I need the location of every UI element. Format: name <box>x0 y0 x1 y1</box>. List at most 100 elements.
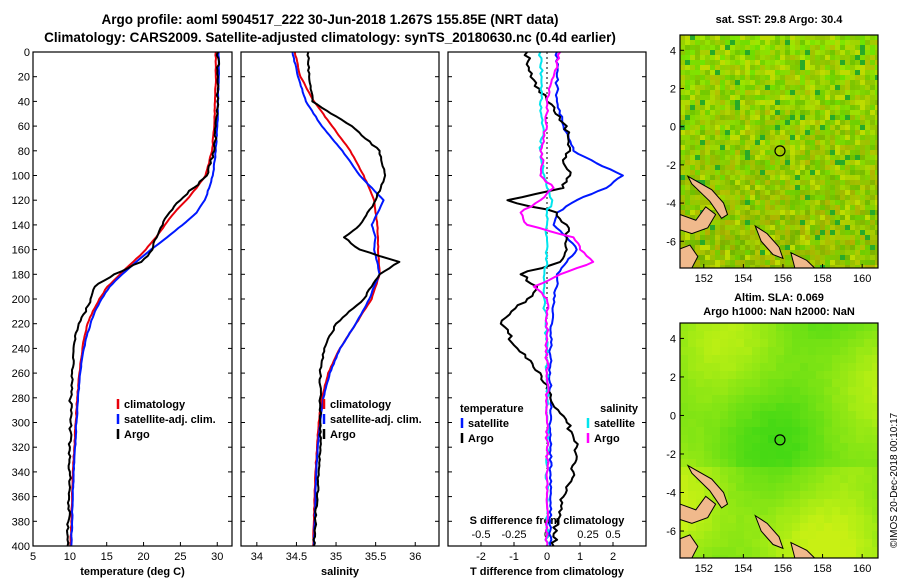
sst-cell <box>730 150 735 155</box>
sla-cell <box>824 507 832 515</box>
sla-cell <box>760 363 768 371</box>
sst-cell <box>820 45 825 50</box>
sst-cell <box>855 75 860 80</box>
sst-cell <box>785 140 790 145</box>
sst-cell <box>780 150 785 155</box>
sst-cell <box>795 245 800 250</box>
sst-cell <box>875 65 878 70</box>
sla-cell <box>760 555 768 558</box>
sst-cell <box>745 260 750 265</box>
sst-cell <box>760 35 765 40</box>
sst-cell <box>845 155 850 160</box>
sst-cell <box>730 45 735 50</box>
sst-cell <box>820 40 825 45</box>
sla-cell <box>848 371 856 379</box>
sst-cell <box>720 130 725 135</box>
sst-cell <box>750 180 755 185</box>
sla-cell <box>832 403 840 411</box>
sst-cell <box>765 225 770 230</box>
sst-cell <box>695 155 700 160</box>
sst-cell <box>720 85 725 90</box>
sst-cell <box>855 240 860 245</box>
sst-cell <box>780 130 785 135</box>
sla-cell <box>816 499 824 507</box>
sst-cell <box>760 115 765 120</box>
sst-cell <box>815 60 820 65</box>
sst-cell <box>840 190 845 195</box>
sst-cell <box>845 125 850 130</box>
sst-cell <box>705 40 710 45</box>
sst-cell <box>730 50 735 55</box>
sla-cell <box>848 443 856 451</box>
sst-cell <box>820 235 825 240</box>
sst-cell <box>845 165 850 170</box>
map-y-tick-label: -2 <box>666 449 676 461</box>
sla-cell <box>856 483 864 491</box>
sla-cell <box>688 363 696 371</box>
sla-cell <box>816 451 824 459</box>
sst-cell <box>795 95 800 100</box>
sla-cell <box>688 531 696 539</box>
map-x-tick-label: 156 <box>774 273 792 285</box>
sst-cell <box>695 110 700 115</box>
sst-cell <box>855 85 860 90</box>
sla-cell <box>760 371 768 379</box>
sla-cell <box>832 531 840 539</box>
x-tick-label: 1 <box>577 551 583 563</box>
sst-cell <box>800 190 805 195</box>
sst-cell <box>870 40 875 45</box>
sst-cell <box>825 155 830 160</box>
sla-cell <box>768 419 776 427</box>
sst-cell <box>680 50 685 55</box>
sst-cell <box>695 85 700 90</box>
sst-cell <box>750 225 755 230</box>
sla-cell <box>816 475 824 483</box>
sst-cell <box>720 230 725 235</box>
sst-cell <box>835 50 840 55</box>
sst-cell <box>725 195 730 200</box>
sst-cell <box>825 125 830 130</box>
sla-cell <box>696 363 704 371</box>
sst-cell <box>700 80 705 85</box>
figure-title-line1: Argo profile: aoml 5904517_222 30-Jun-20… <box>101 12 559 27</box>
sst-cell <box>780 35 785 40</box>
sla-cell <box>824 539 832 547</box>
sst-cell <box>875 255 878 260</box>
sla-cell <box>808 403 816 411</box>
sst-cell <box>750 40 755 45</box>
sst-cell <box>860 85 865 90</box>
sla-cell <box>712 419 720 427</box>
sst-cell <box>700 265 705 268</box>
sst-cell <box>745 105 750 110</box>
sst-cell <box>825 165 830 170</box>
sst-cell <box>740 165 745 170</box>
sst-cell <box>860 160 865 165</box>
sla-cell <box>768 515 776 523</box>
sst-cell <box>830 250 835 255</box>
sst-cell <box>770 190 775 195</box>
sst-cell <box>735 165 740 170</box>
sst-cell <box>790 110 795 115</box>
sla-cell <box>872 323 878 331</box>
sst-cell <box>760 190 765 195</box>
sst-cell <box>710 120 715 125</box>
sst-cell <box>785 105 790 110</box>
sst-cell <box>730 260 735 265</box>
sst-cell <box>710 110 715 115</box>
sst-cell <box>705 35 710 40</box>
sst-cell <box>800 80 805 85</box>
land-new-britain <box>679 206 717 235</box>
sla-cell <box>752 419 760 427</box>
sst-cell <box>765 70 770 75</box>
sst-cell <box>825 70 830 75</box>
sst-cell <box>765 60 770 65</box>
sst-cell <box>755 105 760 110</box>
sst-cell <box>750 55 755 60</box>
sla-cell <box>688 379 696 387</box>
sst-cell <box>685 235 690 240</box>
sla-cell <box>792 387 800 395</box>
sst-cell <box>870 105 875 110</box>
sst-cell <box>805 190 810 195</box>
sst-cell <box>770 150 775 155</box>
sst-cell <box>840 235 845 240</box>
